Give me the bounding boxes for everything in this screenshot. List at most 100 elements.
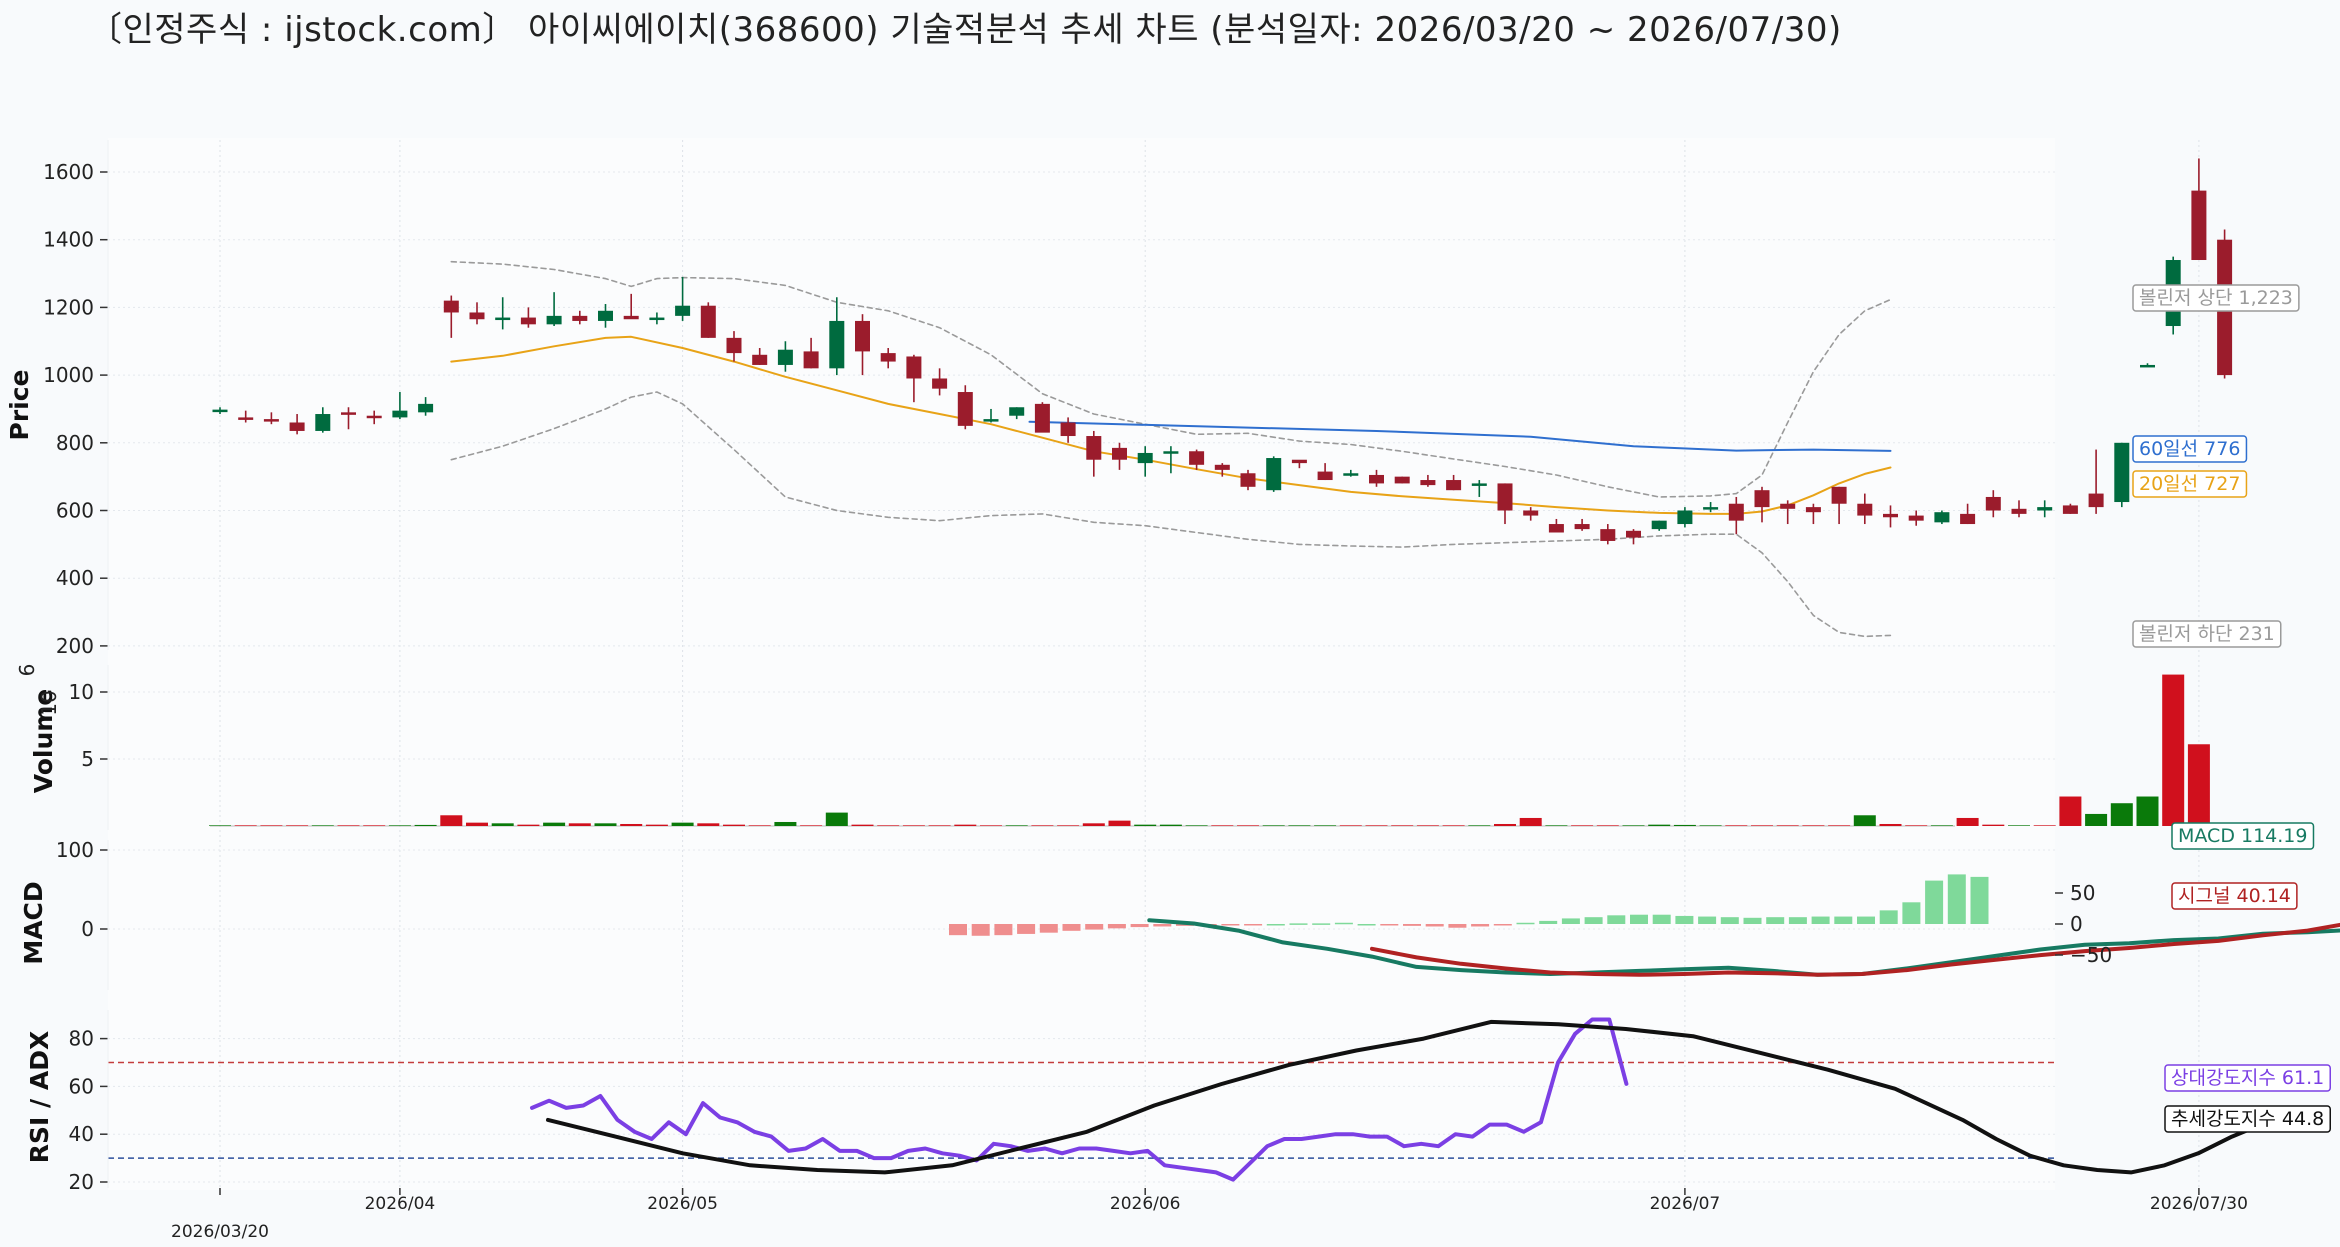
volume-bar (1982, 824, 2005, 826)
candle-body (1137, 452, 1153, 464)
volume-bar (311, 825, 334, 826)
volume-bar (928, 825, 951, 826)
candle-body (1574, 524, 1590, 530)
volume-bar (1391, 825, 1414, 826)
candle-body (366, 415, 382, 419)
macd-histogram-bar (1357, 924, 1376, 926)
candle-body (1831, 486, 1847, 504)
candle-body (983, 419, 999, 422)
candle-body (392, 410, 408, 418)
rsi-adx-panel (108, 1017, 2268, 1182)
macd-histogram-bar (1879, 910, 1898, 924)
candle-body (469, 312, 485, 320)
macd-histogram-bar (1039, 924, 1058, 933)
price-tick-label: 1200 (43, 295, 94, 319)
candle-body (829, 320, 845, 369)
volume-bar (1237, 825, 1259, 826)
signal-badge-box (2171, 882, 2298, 910)
adx-badge-text: 추세강도지수 44.8 (2171, 1108, 2324, 1130)
price-tick-label: 400 (56, 566, 94, 590)
macd-tick-label: 0 (81, 917, 94, 941)
rsi-badge-text: 상대강도지수 61.1 (2171, 1067, 2324, 1089)
macd-histogram-bar (1675, 915, 1694, 924)
volume-exponent-base: 10 (37, 690, 61, 715)
candle-body (1034, 403, 1050, 433)
candle-body (315, 414, 331, 431)
volume-bar (1262, 825, 1285, 826)
candle-body (1497, 483, 1513, 511)
volume-bar (234, 825, 257, 826)
macd-histogram-bar (1720, 917, 1739, 924)
bollinger-upper-line (450, 260, 1892, 498)
candle-body (2191, 190, 2207, 261)
macd-histogram-bar (949, 924, 967, 936)
signal-badge: 시그널 40.14 (2171, 882, 2298, 910)
macd-axis-label: MACD (19, 881, 48, 964)
volume-bar (1622, 825, 1645, 826)
volume-bar (851, 824, 874, 826)
candle-body (1009, 407, 1025, 416)
macd-histogram-bar (1380, 924, 1399, 926)
price-tick-label: 200 (56, 634, 94, 658)
volume-bar (2136, 796, 2159, 826)
volume-bar (825, 812, 848, 826)
gridlines (108, 138, 2200, 1190)
volume-bar (1416, 825, 1439, 826)
candle-body (495, 317, 511, 321)
volume-bar (1519, 817, 1542, 826)
volume-bar (1211, 825, 1234, 826)
candle-body (1420, 480, 1436, 486)
volume-bar (620, 823, 643, 826)
volume-bar (1725, 825, 1748, 826)
rsi-adx-axis-label: RSI / ADX (25, 1031, 54, 1163)
ma20-badge-text: 20일선 727 (2139, 473, 2240, 495)
volume-bar (902, 825, 925, 826)
macd-histogram-bar (1652, 914, 1671, 924)
macd-badge-text: MACD 114.19 (2178, 825, 2307, 847)
signal-badge-text: 시그널 40.14 (2178, 885, 2291, 907)
volume-bar (1776, 825, 1799, 826)
volume-bar (2059, 796, 2082, 826)
macd-histogram-bar (1743, 917, 1762, 924)
volume-bar (209, 825, 231, 826)
volume-bar (645, 824, 668, 826)
volume-bar (337, 825, 360, 826)
macd-histogram-bar (1811, 916, 1830, 924)
candle-body (1728, 503, 1744, 521)
bollinger-upper-badge-box (2132, 284, 2300, 312)
volume-bar (800, 825, 823, 826)
candle-body (1291, 459, 1307, 464)
candle-body (598, 310, 613, 321)
volume-bar (543, 822, 566, 826)
ma20-badge: 20일선 727 (2132, 470, 2248, 498)
macd-panel (949, 874, 2340, 977)
candle-body (880, 353, 896, 362)
rsi-tick-label: 40 (69, 1122, 94, 1146)
candle-body (1548, 524, 1564, 533)
volume-bar (568, 823, 591, 826)
candle-body (1343, 473, 1359, 476)
volume-bar (2033, 825, 2056, 826)
macd-tick-label: 100 (56, 838, 94, 862)
candle-body (700, 305, 716, 338)
macd-histogram-bar (1516, 922, 1535, 925)
macd-histogram-bar (1925, 880, 1944, 924)
candle-body (2114, 442, 2130, 503)
macd-right-tick-label: 0 (2070, 912, 2083, 936)
volume-bar (697, 823, 720, 826)
ma20-badge-box (2132, 470, 2248, 498)
volume-bar (1956, 817, 1979, 826)
volume-bar (1699, 825, 1722, 826)
candle-body (777, 349, 793, 365)
volume-bar (1288, 825, 1311, 826)
volume-bar (2008, 825, 2030, 826)
macd-histogram-bar (1107, 924, 1126, 929)
macd-right-tick-label: −50 (2070, 943, 2112, 967)
volume-bar (414, 824, 437, 826)
rsi-tick-label: 60 (69, 1074, 94, 1098)
volume-bar (1930, 825, 1953, 826)
candle-body (1266, 458, 1282, 491)
macd-histogram-bar (1244, 924, 1263, 926)
volume-panel (209, 674, 2210, 827)
